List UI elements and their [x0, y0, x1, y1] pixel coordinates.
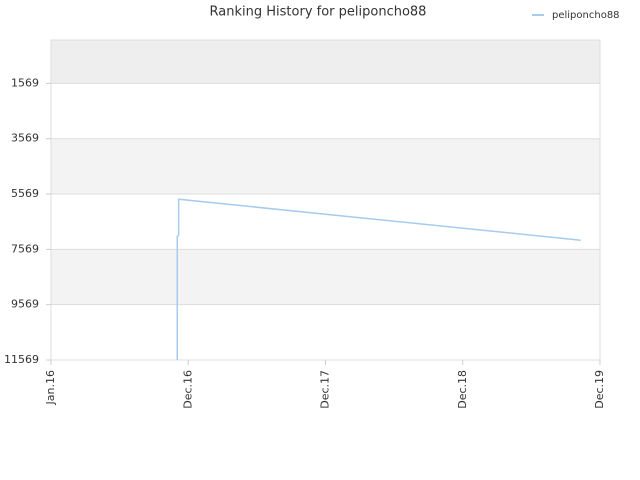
band — [51, 249, 600, 305]
x-tick-label: Dec.18 — [456, 370, 469, 409]
y-tick-label: 7569 — [11, 242, 39, 255]
x-tick-label: Dec.17 — [319, 370, 332, 409]
y-tick-label: 5569 — [11, 187, 39, 200]
line — [176, 198, 581, 360]
y-tick-label: 3569 — [11, 132, 39, 145]
y-tick-label: 9569 — [11, 298, 39, 311]
chart-title: Ranking History for peliponcho88 — [210, 5, 427, 20]
band — [51, 138, 600, 195]
band — [51, 40, 600, 84]
y-tick-label: 1569 — [11, 76, 39, 89]
x-tick-label: Dec.19 — [593, 370, 606, 409]
plot-frame — [50, 39, 601, 361]
legend-label: peliponcho88 — [552, 10, 620, 21]
x-tick-label: Dec.16 — [181, 370, 194, 409]
x-tick-label: Jan.16 — [44, 370, 57, 405]
y-tick-label: 11569 — [4, 353, 39, 366]
